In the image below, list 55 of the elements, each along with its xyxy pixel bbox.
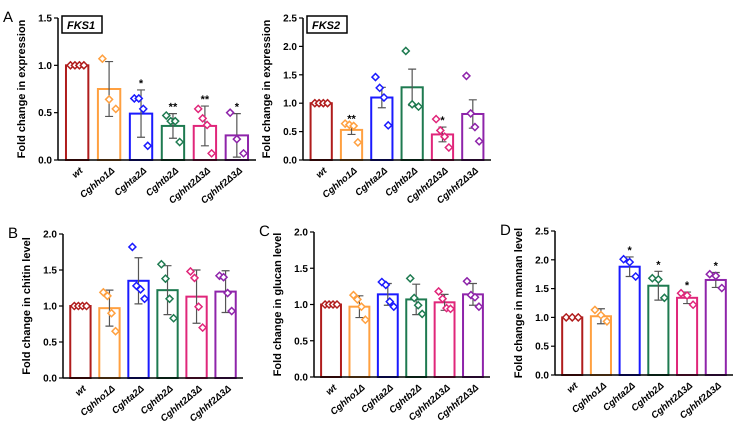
bar bbox=[156, 289, 179, 379]
y-axis-title: Fold change in chitin level bbox=[21, 237, 33, 375]
annotation: ** bbox=[200, 94, 210, 106]
y-tick-label: 1.5 bbox=[43, 266, 58, 276]
y-tick-label: 0.5 bbox=[38, 108, 52, 120]
y-tick-label: 1.5 bbox=[38, 14, 52, 24]
y-tick-label: 1.5 bbox=[283, 70, 298, 82]
y-tick-label: 0.0 bbox=[294, 372, 308, 384]
chart-title: FKS1 bbox=[67, 20, 96, 32]
y-tick-label: 2.0 bbox=[535, 255, 550, 266]
y-axis-title: Fold change in mannan level bbox=[513, 228, 525, 378]
y-tick-label: 2.0 bbox=[43, 230, 58, 240]
y-tick-label: 1.0 bbox=[283, 98, 298, 110]
y-tick-label: 0.0 bbox=[43, 374, 58, 384]
annotation: * bbox=[138, 78, 144, 90]
y-axis-title: Fold change in glucan level bbox=[272, 232, 284, 376]
y-tick-label: 1.0 bbox=[43, 302, 58, 312]
y-tick-label: 0.0 bbox=[535, 370, 550, 382]
y-axis-title: Fold change in expression bbox=[16, 19, 28, 158]
y-tick-label: 1.5 bbox=[535, 284, 550, 296]
annotation: * bbox=[628, 244, 633, 257]
annotation: * bbox=[714, 260, 719, 272]
y-tick-label: 1.0 bbox=[38, 60, 52, 72]
y-axis-title: Fold change in expression bbox=[261, 19, 273, 158]
y-tick-label: 1.5 bbox=[294, 264, 308, 275]
y-tick-label: 1.0 bbox=[294, 300, 308, 311]
y-tick-label: 2.5 bbox=[535, 226, 550, 238]
y-tick-label: 0.0 bbox=[283, 156, 298, 166]
text: A bbox=[3, 9, 14, 26]
bar bbox=[96, 88, 122, 161]
annotation: * bbox=[234, 102, 240, 114]
text: B bbox=[8, 225, 18, 242]
text: D bbox=[500, 222, 511, 239]
annotation: * bbox=[656, 259, 662, 272]
annotation: * bbox=[440, 115, 446, 128]
bar bbox=[376, 293, 399, 378]
y-tick-label: 0.5 bbox=[43, 338, 58, 348]
y-tick-label: 0.0 bbox=[38, 156, 52, 166]
y-tick-label: 2.5 bbox=[283, 14, 298, 24]
y-tick-label: 0.5 bbox=[283, 127, 298, 138]
bar bbox=[127, 280, 150, 379]
annotation: ** bbox=[347, 113, 357, 126]
annotation: ** bbox=[168, 102, 178, 114]
bar bbox=[400, 86, 424, 161]
bar bbox=[185, 296, 208, 379]
y-tick-label: 0.5 bbox=[294, 336, 308, 348]
bar bbox=[98, 307, 121, 379]
text: C bbox=[259, 223, 270, 240]
y-tick-label: 0.5 bbox=[535, 342, 550, 353]
annotation: * bbox=[684, 280, 690, 292]
y-tick-label: 2.0 bbox=[294, 228, 308, 238]
y-tick-label: 2.0 bbox=[283, 42, 298, 53]
x-tick-label: wt bbox=[70, 164, 86, 181]
chart-title: FKS2 bbox=[312, 20, 340, 32]
y-tick-label: 1.0 bbox=[535, 312, 550, 324]
